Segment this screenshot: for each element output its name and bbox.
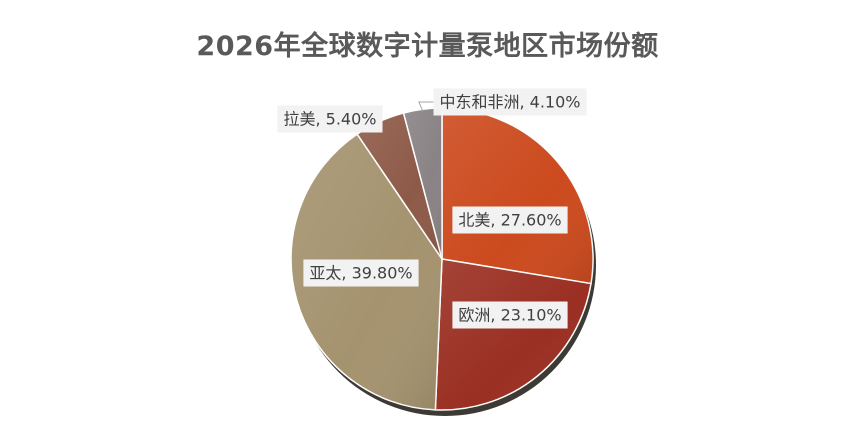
data-label-bg-4 (433, 88, 587, 116)
data-label-3: 拉美, 5.40% (277, 105, 383, 133)
data-label-2: 亚太, 39.80% (303, 259, 419, 287)
pie-slice-shine-3 (357, 112, 442, 259)
pie-slice-shine-1 (435, 259, 591, 410)
data-label-4: 中东和非洲, 4.10% (433, 88, 587, 116)
data-label-bg-1 (452, 301, 568, 329)
data-label-0: 北美, 27.60% (452, 206, 568, 234)
data-label-text-1: 欧洲, 23.10% (458, 306, 561, 325)
data-label-text-0: 北美, 27.60% (458, 211, 561, 230)
pie-slice-shine-0 (442, 108, 593, 284)
data-label-bg-2 (303, 259, 419, 287)
data-label-text-3: 拉美, 5.40% (283, 110, 376, 129)
chart-title: 2026年全球数字计量泵地区市场份额 (196, 31, 659, 62)
data-label-bg-3 (277, 105, 383, 133)
data-label-1: 欧洲, 23.10% (452, 301, 568, 329)
pie-slices (290, 107, 594, 411)
data-label-text-2: 亚太, 39.80% (309, 264, 412, 283)
pie-leaders (418, 101, 434, 112)
leader-line-4 (418, 101, 434, 112)
data-label-bg-0 (452, 206, 568, 234)
pie-labels: 北美, 27.60% 欧洲, 23.10% 亚太, 39.80% 拉美, 5.40% 中… (277, 88, 587, 329)
pie-slice-shine-4 (403, 108, 442, 259)
data-label-text-4: 中东和非洲, 4.10% (439, 93, 580, 112)
